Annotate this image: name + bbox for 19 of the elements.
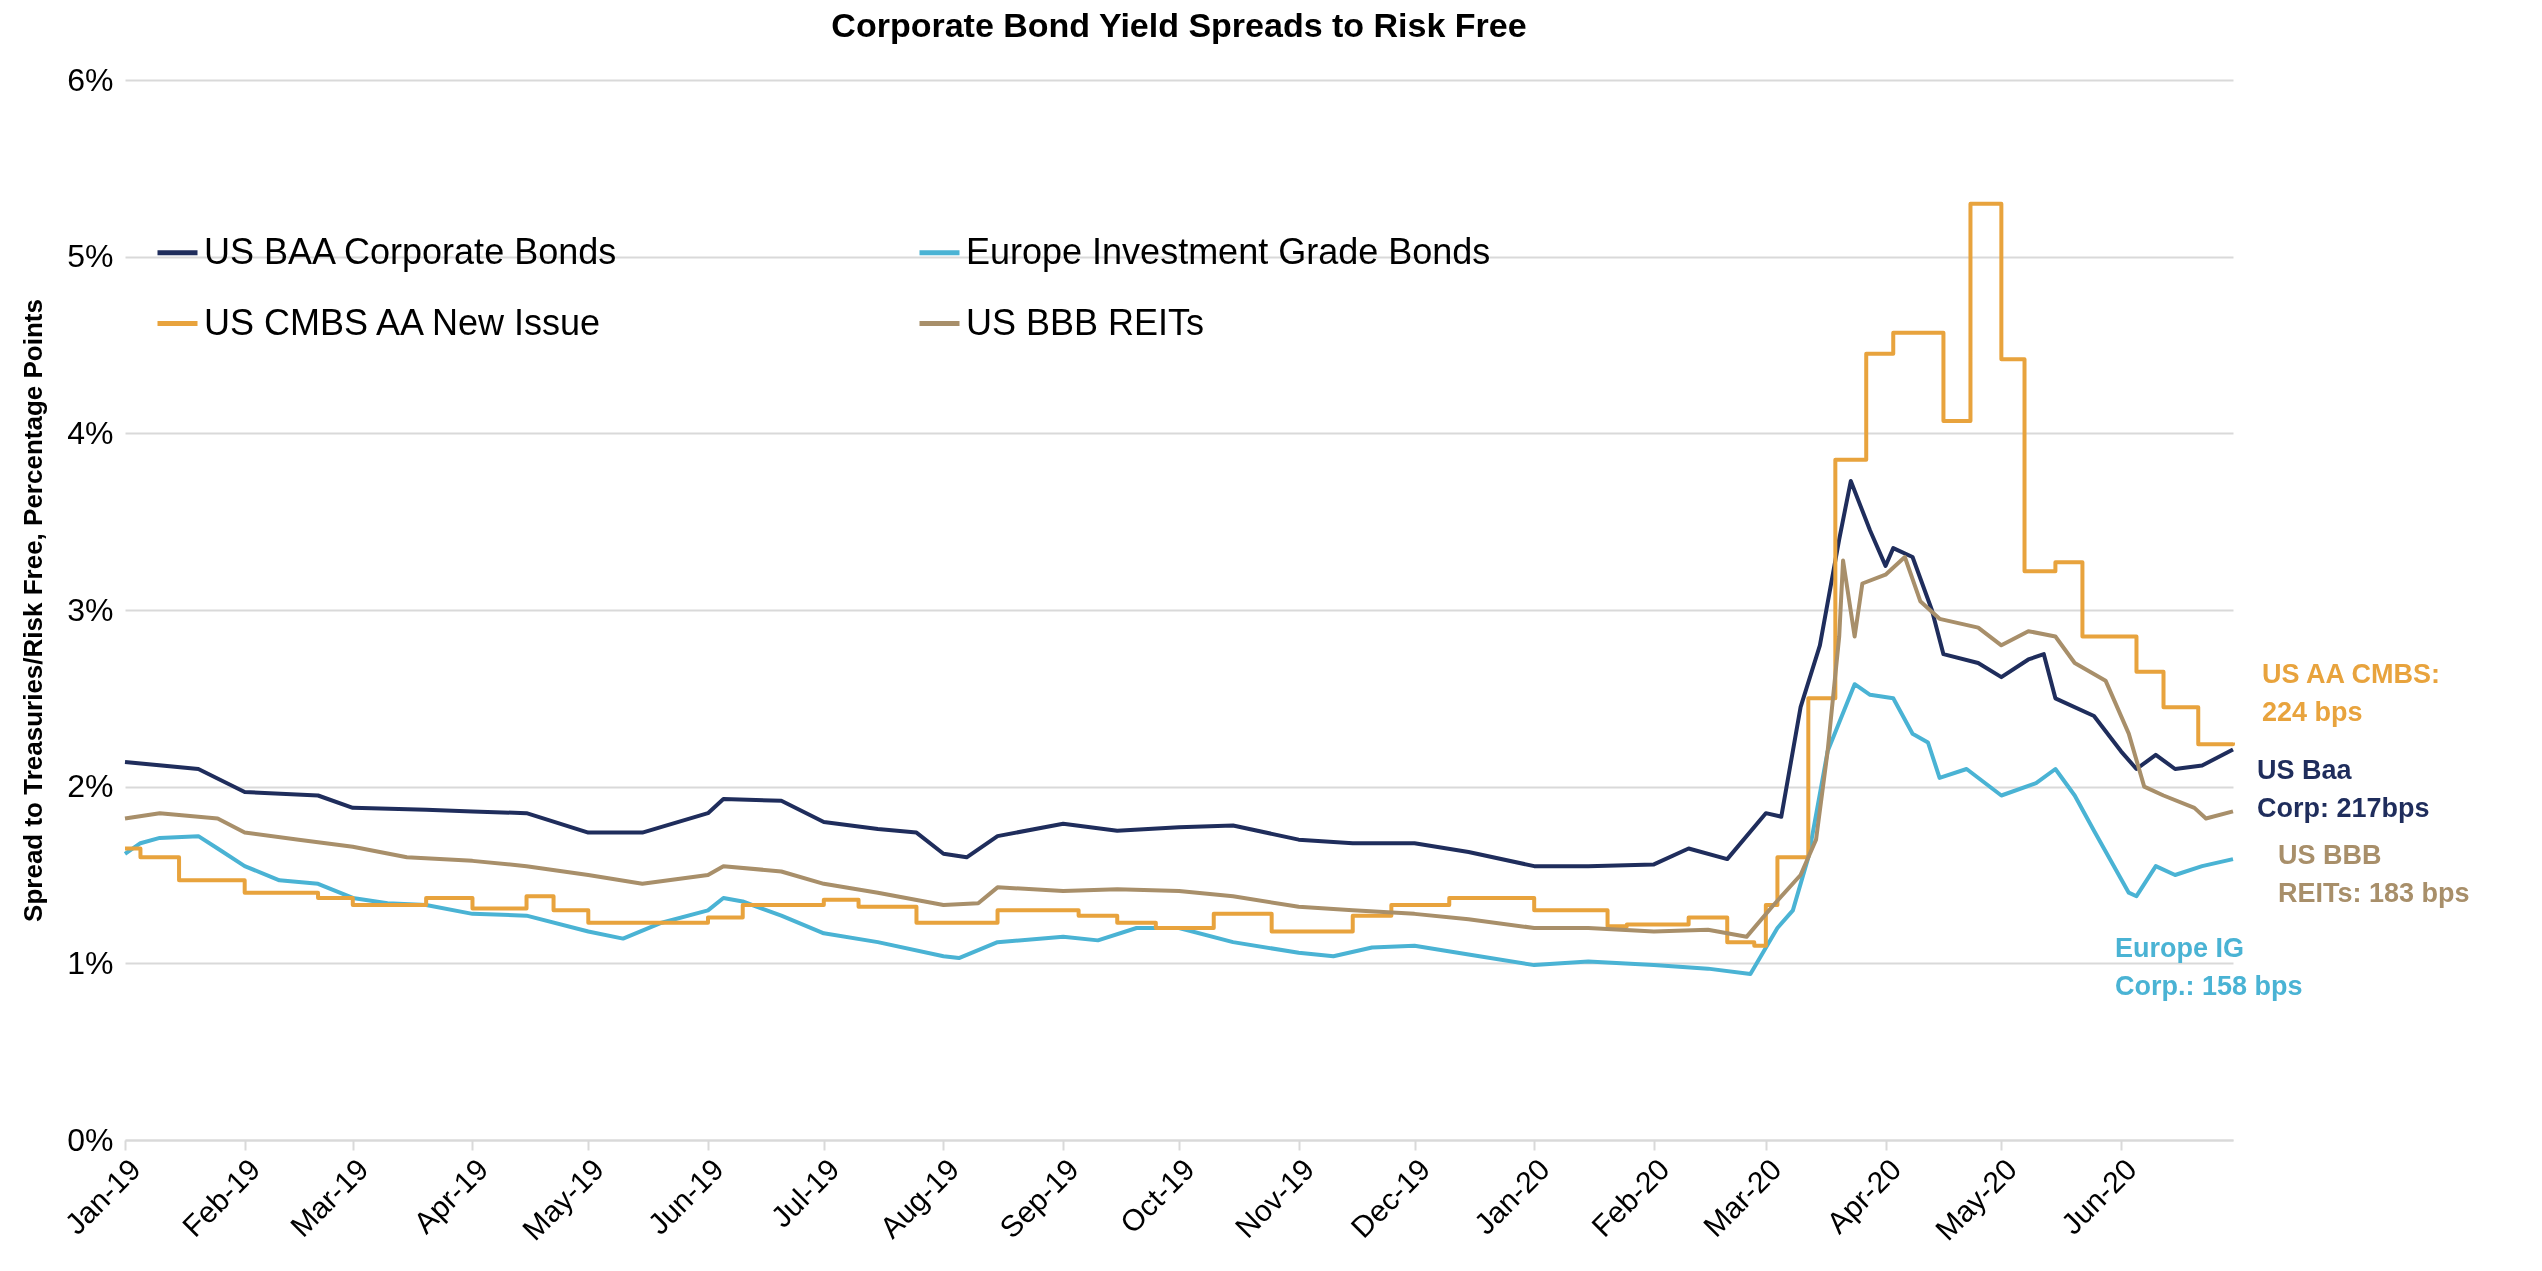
y-tick-label: 4% [67,414,114,451]
legend-label: US BBB REITs [966,301,1205,343]
y-tick-label: 5% [67,238,114,275]
annotation: US AA CMBS: 224 bps [2262,659,2440,728]
y-tick-label: 2% [67,768,114,805]
legend-label: US CMBS AA New Issue [204,301,601,343]
legend-label: US BAA Corporate Bonds [204,230,617,272]
y-tick-label: 1% [67,944,114,981]
annotation: Europe IG Corp.: 158 bps [2115,932,2303,1001]
y-tick-label: 3% [67,591,114,628]
annotation: US Baa Corp: 217bps [2257,754,2430,823]
y-axis-title: Spread to Treasuries/Risk Free, Percentage Points [18,299,49,922]
y-tick-label: 0% [67,1121,114,1158]
chart-title: Corporate Bond Yield Spreads to Risk Free [831,6,1527,44]
y-tick-label: 6% [67,61,114,98]
legend-label: Europe Investment Grade Bonds [966,230,1491,272]
line-series [123,479,2235,869]
annotation: US BBB REITs: 183 bps [2278,839,2470,908]
line-series [123,555,2235,939]
